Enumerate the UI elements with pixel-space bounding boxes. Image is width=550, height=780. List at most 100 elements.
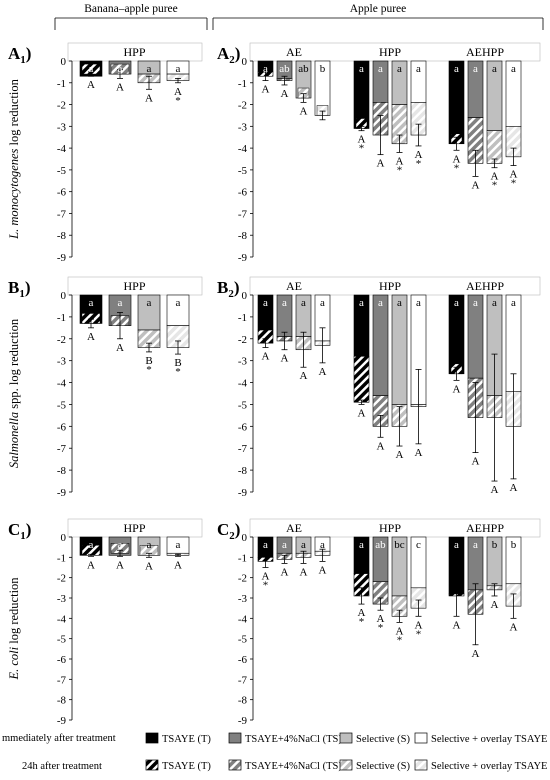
star-marker: * — [492, 180, 498, 192]
top-letter: b — [492, 539, 498, 551]
y-tick-label: 0 — [61, 290, 67, 302]
y-tick-label: -7 — [57, 208, 67, 220]
y-tick-label: -6 — [57, 187, 67, 199]
panel-label: C2) — [217, 520, 240, 542]
y-tick-label: -2 — [238, 334, 247, 346]
panel-label: B1) — [8, 278, 31, 300]
y-tick-label: -2 — [57, 334, 66, 346]
legend-swatch-immediate-S — [339, 732, 353, 744]
top-letter: a — [320, 297, 325, 309]
y-tick-label: -1 — [238, 78, 247, 90]
bottom-letter: A — [453, 383, 461, 395]
legend-row1-label: mmediately after treatment — [2, 733, 116, 744]
y-tick-label: -9 — [57, 487, 67, 499]
group-label: AE — [286, 45, 302, 59]
header-left: Banana–apple puree — [54, 3, 208, 30]
top-letter: a — [473, 539, 478, 551]
top-letter: ab — [279, 63, 290, 75]
bottom-letter: A — [116, 342, 124, 354]
top-letter: a — [89, 539, 94, 551]
top-letter: a — [301, 539, 306, 551]
y-tick-label: -5 — [238, 399, 248, 411]
star-marker: * — [454, 162, 460, 174]
y-tick-label: -3 — [57, 356, 67, 368]
bar-immediate-TS — [372, 294, 389, 396]
top-letter: a — [147, 539, 152, 551]
group-label: AEHPP — [466, 279, 504, 293]
bar-24h-T — [353, 355, 370, 403]
header-left-label: Banana–apple puree — [84, 3, 178, 15]
bottom-letter: A — [415, 447, 423, 459]
panel-label: A1) — [8, 44, 31, 66]
bottom-letter: A — [358, 607, 366, 619]
group-frame — [67, 518, 203, 538]
top-letter: a — [263, 297, 268, 309]
y-tick-label: -3 — [238, 121, 248, 133]
top-letter: a — [473, 63, 478, 75]
bottom-letter: A — [491, 599, 499, 611]
y-tick-label: -9 — [238, 487, 248, 499]
star-marker: * — [397, 634, 403, 646]
y-tick-label: -4 — [57, 613, 67, 625]
y-tick-label: -3 — [238, 356, 248, 368]
y-tick-label: -5 — [238, 165, 248, 177]
y-tick-label: -2 — [238, 573, 247, 585]
legend-label-immediate-SO: Selective + overlay TSAYE (SO) — [431, 734, 550, 745]
star-marker: * — [416, 628, 422, 640]
top-letter: a — [454, 539, 459, 551]
legend-swatch-24h-T — [145, 759, 159, 771]
bottom-letter: A — [300, 370, 308, 382]
top-letter: a — [416, 63, 421, 75]
group-label: HPP — [123, 521, 145, 535]
group-label: HPP — [123, 45, 145, 59]
bar-immediate-S — [391, 294, 408, 405]
y-tick-label: -3 — [57, 121, 67, 133]
top-letter: a — [282, 297, 287, 309]
top-letter: a — [359, 63, 364, 75]
bottom-letter: A — [415, 619, 423, 631]
bottom-letter: B — [174, 357, 181, 369]
group-label: HPP — [379, 45, 401, 59]
top-letter: b — [511, 539, 517, 551]
top-letter: a — [492, 63, 497, 75]
top-letter: a — [263, 539, 268, 551]
star-marker: * — [397, 164, 403, 176]
top-letter: a — [147, 63, 152, 75]
y-tick-label: -4 — [57, 378, 67, 390]
top-letter: a — [176, 297, 181, 309]
legend-swatch-immediate-T — [145, 732, 159, 744]
bottom-letter: B — [145, 355, 152, 367]
group-frame — [67, 276, 203, 296]
top-letter: a — [511, 63, 516, 75]
bottom-letter: A — [415, 149, 423, 161]
bottom-letter: A — [377, 440, 385, 452]
top-letter: a — [118, 297, 123, 309]
legend-swatch-immediate-SO — [414, 732, 428, 744]
top-letter: a — [359, 539, 364, 551]
star-marker: * — [175, 95, 181, 107]
header-right: Apple puree — [212, 3, 544, 30]
bottom-letter: A — [281, 566, 289, 578]
bottom-letter: A — [174, 86, 182, 98]
y-tick-label: -4 — [238, 378, 248, 390]
y-tick-label: -6 — [238, 421, 248, 433]
y-tick-label: -7 — [57, 443, 67, 455]
y-tick-label: -2 — [238, 100, 247, 112]
star-marker: * — [146, 364, 152, 376]
group-frame — [67, 42, 203, 62]
y-tick-label: -4 — [238, 143, 248, 155]
bottom-letter: A — [300, 566, 308, 578]
panel-C1: 0 -1 -2 -3 -4 -5 -6 -7 -8 -9 C1) E. coli log reduct… — [7, 518, 203, 727]
y-tick-label: -6 — [57, 654, 67, 666]
top-letter: a — [118, 539, 123, 551]
top-letter: a — [89, 297, 94, 309]
y-tick-label: -7 — [57, 674, 67, 686]
y-tick-label: -7 — [238, 674, 248, 686]
y-tick-label: -8 — [238, 465, 248, 477]
bottom-letter: A — [396, 449, 404, 461]
y-tick-label: -8 — [238, 695, 248, 707]
top-letter: ab — [298, 63, 309, 75]
top-letter: a — [378, 297, 383, 309]
y-tick-label: -5 — [57, 634, 67, 646]
bottom-letter: A — [87, 559, 95, 571]
